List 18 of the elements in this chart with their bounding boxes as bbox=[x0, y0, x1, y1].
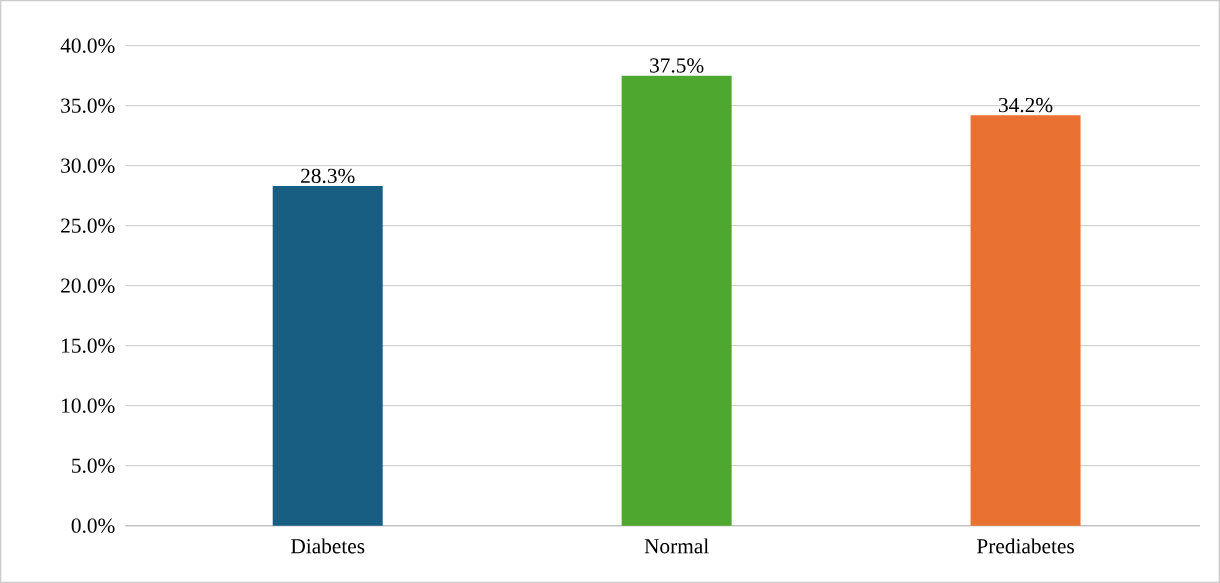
data-label: 37.5% bbox=[650, 58, 704, 73]
x-tick-label: Diabetes bbox=[291, 538, 365, 554]
x-tick-label: Prediabetes bbox=[976, 538, 1074, 554]
y-tick-label: 15.0% bbox=[62, 338, 115, 353]
y-tick-label: 30.0% bbox=[61, 158, 115, 173]
y-tick-label: 20.0% bbox=[61, 278, 115, 293]
y-tick-label: 5.0% bbox=[72, 458, 115, 473]
y-tick-label: 35.0% bbox=[61, 98, 115, 113]
y-tick-label: 10.0% bbox=[62, 398, 115, 413]
bar bbox=[272, 186, 383, 526]
bar bbox=[970, 115, 1081, 526]
data-label: 34.2% bbox=[999, 97, 1053, 113]
x-tick-label: Normal bbox=[644, 538, 709, 554]
y-tick-label: 0.0% bbox=[71, 518, 115, 533]
y-tick-label: 25.0% bbox=[61, 218, 115, 233]
data-label: 28.3% bbox=[301, 168, 355, 184]
y-tick-label: 40.0% bbox=[60, 38, 115, 53]
bar bbox=[621, 75, 732, 526]
